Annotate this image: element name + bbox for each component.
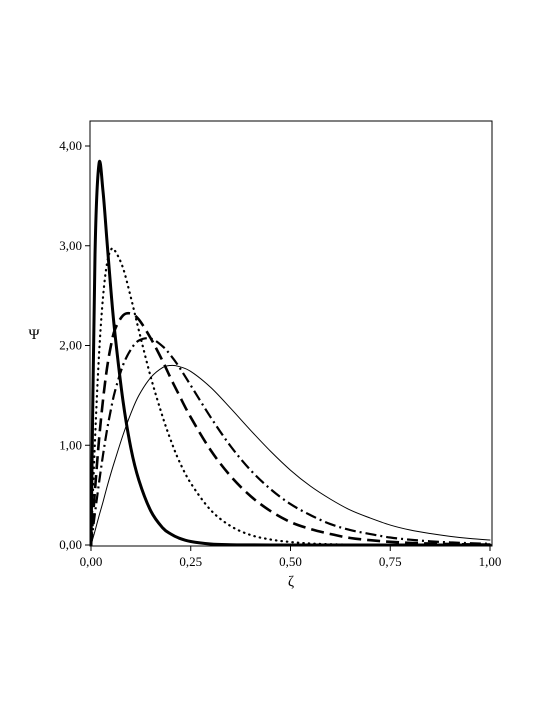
y-tick-label: 3,00: [59, 238, 82, 253]
y-tick-label: 0,00: [59, 537, 82, 552]
y-tick-label: 4,00: [59, 138, 82, 153]
series-line-dashed: [89, 311, 491, 546]
x-tick-label: 0,75: [379, 554, 402, 569]
plot-frame: [89, 120, 493, 547]
series-line-thin-solid: [90, 364, 491, 546]
y-tick-label: 2,00: [59, 338, 82, 353]
series-line-dash-dot: [89, 337, 491, 546]
x-tick-label: 0,00: [80, 554, 103, 569]
x-axis-label: ζ: [288, 574, 294, 590]
x-tick-label: 0,50: [279, 554, 302, 569]
series-line-dotted: [89, 247, 492, 547]
series-line-thick-solid: [89, 159, 492, 547]
y-axis: 0,00 1,00 2,00 3,00 4,00: [59, 138, 90, 552]
x-axis: 0,00 0,25 0,50 0,75 1,00: [80, 546, 502, 569]
x-tick-label: 0,25: [179, 554, 202, 569]
x-tick-label: 1,00: [479, 554, 502, 569]
y-axis-label: Ψ: [28, 327, 40, 343]
y-tick-label: 1,00: [59, 437, 82, 452]
series-layer: [89, 159, 492, 547]
